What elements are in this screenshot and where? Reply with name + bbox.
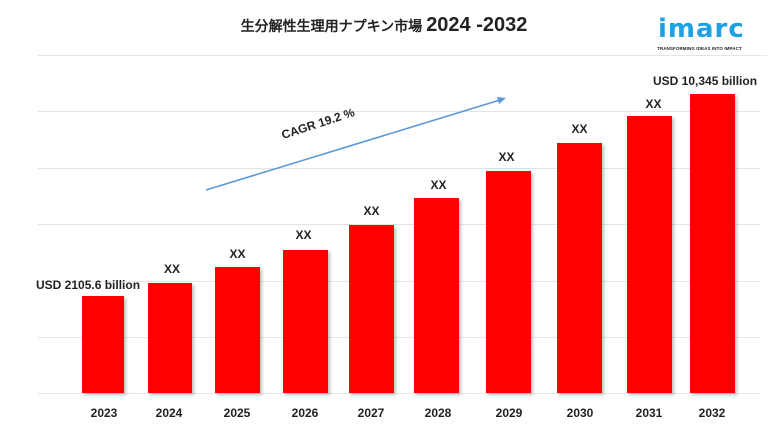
value-label-2032: USD 10,345 billion — [653, 74, 758, 88]
imarc-logo: imarc TRANSFORMING IDEAS INTO IMPACT — [654, 8, 764, 51]
x-label-2023: 2023 — [90, 406, 118, 420]
value-label-2031: XX — [645, 97, 662, 111]
x-label-2028: 2028 — [424, 406, 452, 420]
baseline — [38, 393, 760, 394]
x-label-2025: 2025 — [223, 406, 251, 420]
gridline — [38, 337, 760, 338]
bar-2025 — [215, 267, 260, 393]
chart-title-text: 生分解性生理用ナプキン市場 — [240, 19, 423, 35]
bar-2032 — [690, 94, 735, 393]
gridline — [38, 168, 760, 169]
chart-title: 生分解性生理用ナプキン市場 2024 -2032 — [0, 14, 768, 37]
value-label-2025: XX — [229, 247, 246, 261]
bar-2030 — [557, 143, 602, 393]
bar-2023 — [82, 296, 124, 393]
bar-2029 — [486, 171, 531, 393]
value-label-2029: XX — [498, 150, 515, 164]
logo-wordmark: imarc — [658, 14, 745, 44]
bar-2024 — [148, 283, 192, 393]
x-label-2031: 2031 — [635, 406, 663, 420]
x-label-2030: 2030 — [566, 406, 594, 420]
gridline — [38, 111, 760, 112]
value-label-2024: XX — [163, 262, 180, 276]
chart-title-years: 2024 -2032 — [426, 14, 528, 36]
gridline — [38, 55, 760, 56]
value-label-2028: XX — [430, 178, 447, 192]
value-label-2026: XX — [295, 228, 312, 242]
value-label-2023: USD 2105.6 billion — [36, 278, 141, 292]
x-label-2027: 2027 — [357, 406, 385, 420]
x-label-2024: 2024 — [155, 406, 183, 420]
bar-2028 — [414, 198, 459, 393]
x-label-2026: 2026 — [291, 406, 319, 420]
bar-2026 — [283, 250, 328, 393]
bar-2027 — [349, 225, 394, 393]
logo-tagline: TRANSFORMING IDEAS INTO IMPACT — [657, 46, 742, 51]
x-label-2032: 2032 — [698, 406, 726, 420]
value-label-2030: XX — [571, 122, 588, 136]
bar-2031 — [627, 116, 672, 393]
x-label-2029: 2029 — [495, 406, 523, 420]
value-label-2027: XX — [363, 204, 380, 218]
gridline — [38, 224, 760, 225]
gridline — [38, 281, 760, 282]
